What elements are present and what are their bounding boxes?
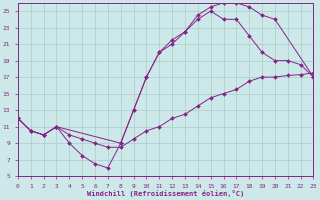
X-axis label: Windchill (Refroidissement éolien,°C): Windchill (Refroidissement éolien,°C) xyxy=(87,190,244,197)
